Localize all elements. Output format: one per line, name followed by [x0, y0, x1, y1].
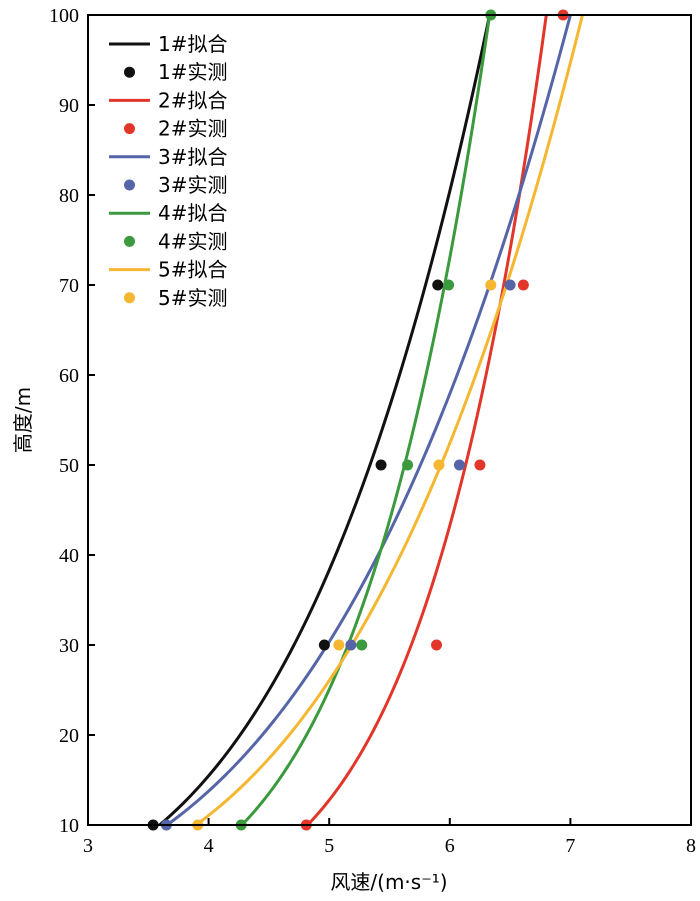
fit-curves — [158, 14, 584, 827]
measured-point-4-2 — [402, 459, 414, 471]
measured-point-1-1 — [318, 639, 330, 651]
fit-curve-1 — [158, 14, 492, 827]
y-tick-label: 100 — [49, 5, 79, 27]
legend-measured-label-1: 1#实测 — [158, 60, 227, 84]
fit-curve-4 — [240, 14, 492, 827]
fit-curve-5 — [195, 14, 584, 827]
y-tick-label: 80 — [59, 185, 79, 207]
x-tick-label: 8 — [686, 835, 696, 857]
measured-point-3-1 — [345, 639, 357, 651]
y-axis-label: 高度/m — [11, 387, 35, 453]
x-axis-label: 风速/(m·s⁻¹) — [330, 870, 447, 894]
measured-point-4-1 — [356, 639, 368, 651]
measured-point-3-3 — [504, 279, 516, 291]
y-tick-label: 40 — [59, 545, 79, 567]
measured-point-5-2 — [433, 459, 445, 471]
legend-measured-label-2: 2#实测 — [158, 117, 227, 141]
legend-measured-swatch-3 — [124, 179, 135, 191]
legend-measured-swatch-2 — [124, 123, 135, 135]
measured-point-2-3 — [517, 279, 529, 291]
y-tick-label: 50 — [59, 455, 79, 477]
x-tick-label: 6 — [445, 835, 455, 857]
x-tick-label: 5 — [324, 835, 334, 857]
measured-point-1-3 — [432, 279, 444, 291]
legend-measured-label-4: 4#实测 — [158, 229, 227, 253]
y-tick-label: 90 — [59, 95, 79, 117]
x-tick-label: 7 — [565, 835, 575, 857]
legend-fit-label-2: 2#拟合 — [158, 88, 227, 112]
measured-point-5-3 — [485, 279, 497, 291]
axis-ticks: 3 4 5 6 7 8 10 20 30 40 50 60 70 80 90 100 — [49, 5, 696, 857]
legend-fit-label-3: 3#拟合 — [158, 145, 227, 169]
legend-fit-label-4: 4#拟合 — [158, 201, 227, 225]
measured-point-5-1 — [333, 639, 345, 651]
legend-fit-label-1: 1#拟合 — [158, 32, 227, 56]
measured-point-3-2 — [453, 459, 465, 471]
legend-measured-label-5: 5#实测 — [158, 286, 227, 310]
measured-point-2-1 — [431, 639, 443, 651]
fit-curve-3 — [166, 14, 572, 827]
legend-measured-swatch-4 — [124, 235, 135, 247]
fit-curve-2 — [306, 14, 548, 827]
y-tick-label: 10 — [59, 815, 79, 837]
y-tick-label: 70 — [59, 275, 79, 297]
measured-point-2-2 — [474, 459, 486, 471]
y-tick-label: 20 — [59, 725, 79, 747]
legend-measured-swatch-1 — [124, 66, 135, 78]
legend-measured-label-3: 3#实测 — [158, 173, 227, 197]
legend-fit-label-5: 5#拟合 — [158, 258, 227, 282]
plot-frame — [87, 14, 692, 826]
x-tick-label: 3 — [83, 835, 93, 857]
x-tick-label: 4 — [204, 835, 214, 857]
y-tick-label: 30 — [59, 635, 79, 657]
legend: 1#拟合 1#实测 2#拟合 2#实测 3#拟合 3#实测 4#拟合 4#实测 5#拟合 5#实测 — [109, 32, 227, 310]
measured-point-4-3 — [443, 279, 455, 291]
legend-measured-swatch-5 — [124, 292, 135, 304]
y-tick-label: 60 — [59, 365, 79, 387]
measured-point-1-2 — [375, 459, 387, 471]
